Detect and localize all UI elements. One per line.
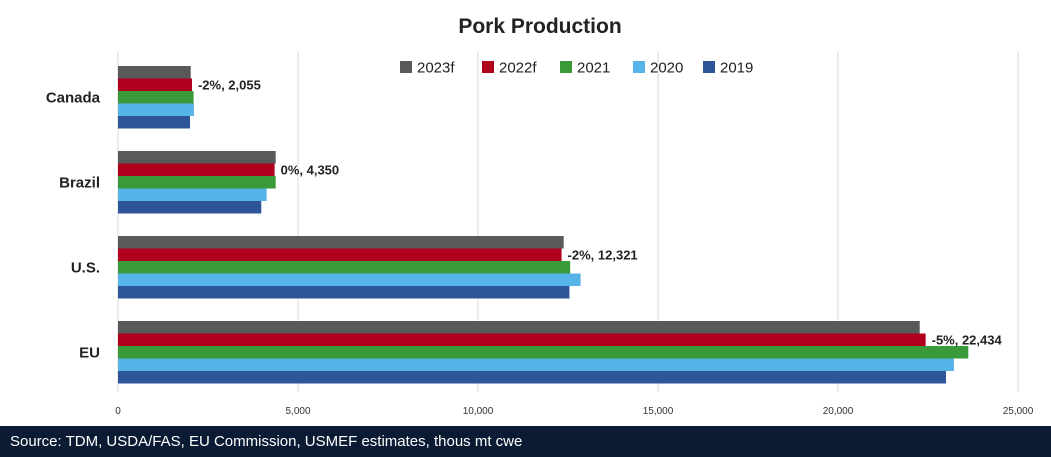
legend-label-2022f: 2022f <box>499 60 537 77</box>
bar-u-s-2019 <box>118 286 570 299</box>
bar-brazil-2020 <box>118 188 267 201</box>
x-tick-label: 10,000 <box>463 406 494 417</box>
category-label-brazil: Brazil <box>59 174 100 191</box>
bar-canada-2019 <box>118 116 190 129</box>
category-label-eu: EU <box>79 344 100 361</box>
bar-brazil-2019 <box>118 201 262 214</box>
legend-label-2019: 2019 <box>720 60 753 77</box>
bar-brazil-2023f <box>118 151 276 164</box>
legend-label-2021: 2021 <box>577 60 610 77</box>
x-tick-label: 25,000 <box>1003 406 1034 417</box>
bar-eu-2022f <box>118 333 926 346</box>
x-tick-label: 5,000 <box>285 406 310 417</box>
legend-swatch-2019 <box>703 61 715 73</box>
bars <box>118 66 969 384</box>
data-label-brazil: 0%, 4,350 <box>281 162 340 177</box>
x-tick-label: 15,000 <box>643 406 674 417</box>
bar-canada-2020 <box>118 103 194 116</box>
category-labels: Canada Brazil U.S. EU <box>46 89 101 361</box>
bar-eu-2023f <box>118 321 920 334</box>
category-label-canada: Canada <box>46 89 101 106</box>
bar-eu-2021 <box>118 346 969 359</box>
legend-swatch-2022f <box>482 61 494 73</box>
bar-u-s-2023f <box>118 236 564 249</box>
x-tick-label: 0 <box>115 406 121 417</box>
legend: 2023f 2022f 2021 2020 2019 <box>400 60 753 77</box>
legend-label-2020: 2020 <box>650 60 683 77</box>
bar-canada-2021 <box>118 91 194 104</box>
x-tick-label: 20,000 <box>823 406 854 417</box>
bar-u-s-2020 <box>118 273 581 286</box>
source-footer: Source: TDM, USDA/FAS, EU Commission, US… <box>0 426 1051 457</box>
bar-brazil-2021 <box>118 176 276 189</box>
bar-u-s-2021 <box>118 261 571 274</box>
data-label-u-s: -2%, 12,321 <box>568 247 638 262</box>
legend-swatch-2023f <box>400 61 412 73</box>
data-label-eu: -5%, 22,434 <box>932 332 1003 347</box>
chart-title: Pork Production <box>458 15 621 38</box>
legend-label-2023f: 2023f <box>417 60 455 77</box>
bar-u-s-2022f <box>118 248 562 261</box>
legend-swatch-2020 <box>633 61 645 73</box>
legend-swatch-2021 <box>560 61 572 73</box>
pork-production-chart: Pork Production 2023f 2022f 2021 2020 2019 C… <box>46 15 1034 417</box>
bar-eu-2020 <box>118 358 954 371</box>
bar-eu-2019 <box>118 371 946 384</box>
bar-canada-2022f <box>118 78 192 91</box>
category-label-u-s: U.S. <box>71 259 100 276</box>
bar-brazil-2022f <box>118 163 275 176</box>
data-labels: -2%, 2,055 0%, 4,350 -2%, 12,321 -5%, 22,43… <box>198 77 1003 347</box>
bar-canada-2023f <box>118 66 191 79</box>
x-axis-ticks: 0 5,000 10,000 15,000 20,000 25,000 <box>115 406 1034 417</box>
data-label-canada: -2%, 2,055 <box>198 77 261 92</box>
